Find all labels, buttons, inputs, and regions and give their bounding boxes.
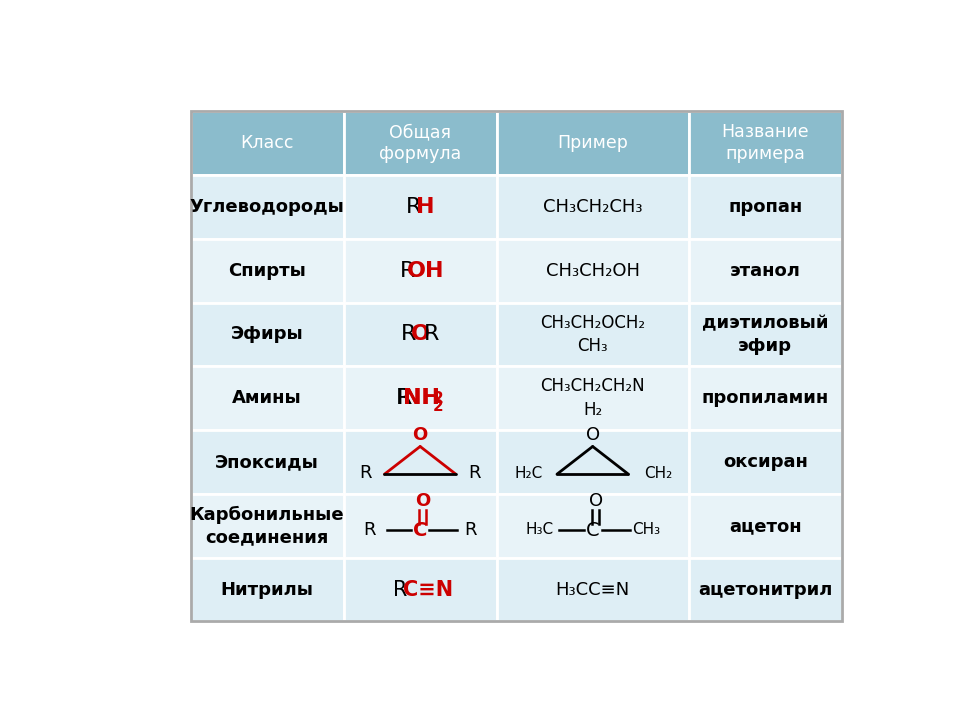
Text: Эпоксиды: Эпоксиды [215,453,319,471]
Text: CH₃CH₂CH₂N
H₂: CH₃CH₂CH₂N H₂ [540,377,645,419]
Text: R: R [363,521,375,539]
Text: 2: 2 [433,391,444,406]
Bar [688,302,842,366]
Bar [344,366,496,430]
Text: R: R [465,521,477,539]
Text: ацетонитрил: ацетонитрил [698,580,832,598]
Bar [191,494,344,557]
Text: C: C [413,521,427,540]
Bar [344,430,496,494]
Bar [688,239,842,302]
Bar [344,557,496,621]
Text: Углеводороды: Углеводороды [190,198,345,216]
Text: диэтиловый
эфир: диэтиловый эфир [702,315,828,354]
Text: NH: NH [403,388,440,408]
Text: NH: NH [403,388,441,408]
Bar [496,112,688,175]
Bar [688,366,842,430]
Text: C: C [586,521,599,540]
Text: пропиламин: пропиламин [702,390,828,408]
Bar [688,557,842,621]
Text: Спирты: Спирты [228,262,306,280]
Text: CH₂: CH₂ [644,466,672,480]
Bar [496,557,688,621]
Bar [496,494,688,557]
Text: O: O [416,492,431,510]
Bar [344,494,496,557]
Bar [191,112,842,621]
Bar [688,430,842,494]
Bar [191,239,344,302]
Bar [344,175,496,239]
Bar [344,239,496,302]
Text: Нитрилы: Нитрилы [221,580,314,598]
Bar [191,175,344,239]
Text: R: R [360,464,372,482]
Bar [688,494,842,557]
Bar [496,366,688,430]
Text: 2: 2 [433,398,444,413]
Text: пропан: пропан [728,198,803,216]
Text: R: R [424,325,440,344]
Bar [344,302,496,366]
Text: O: O [411,325,430,344]
Text: R: R [396,388,412,408]
Text: Название
примера: Название примера [721,123,809,163]
Text: C≡N: C≡N [403,580,453,600]
Text: H₃C: H₃C [525,521,553,536]
Text: Эфиры: Эфиры [230,325,303,343]
Text: Пример: Пример [557,134,628,152]
Bar [191,302,344,366]
Text: H₂C: H₂C [515,466,542,480]
Text: R: R [401,325,417,344]
Text: H: H [417,197,435,217]
Text: R: R [400,261,416,281]
Text: этанол: этанол [730,262,801,280]
Text: R: R [393,580,407,600]
Bar [344,112,496,175]
Bar [496,302,688,366]
Text: CH₃CH₂CH₃: CH₃CH₂CH₃ [543,198,642,216]
Text: Карбонильные
соединения: Карбонильные соединения [190,505,345,546]
Text: H₃CC≡N: H₃CC≡N [556,580,630,598]
Bar [688,175,842,239]
Text: Амины: Амины [232,390,302,408]
Text: O: O [588,492,603,510]
Text: оксиран: оксиран [723,453,807,471]
Bar [496,239,688,302]
Text: CH₃: CH₃ [633,521,660,536]
Bar [191,430,344,494]
Text: R: R [396,388,411,408]
Bar [496,175,688,239]
Bar [191,112,344,175]
Bar [688,112,842,175]
Text: R: R [468,464,481,482]
Text: Класс: Класс [240,134,294,152]
Bar [496,430,688,494]
Text: CH₃CH₂OCH₂
CH₃: CH₃CH₂OCH₂ CH₃ [540,314,645,355]
Text: OH: OH [407,261,444,281]
Text: O: O [413,426,428,444]
Bar [191,557,344,621]
Text: ацетон: ацетон [729,517,802,535]
Text: Общая
формула: Общая формула [379,123,462,163]
Text: R: R [406,197,421,217]
Text: CH₃CH₂OH: CH₃CH₂OH [545,262,639,280]
Bar [191,366,344,430]
Text: O: O [586,426,600,444]
